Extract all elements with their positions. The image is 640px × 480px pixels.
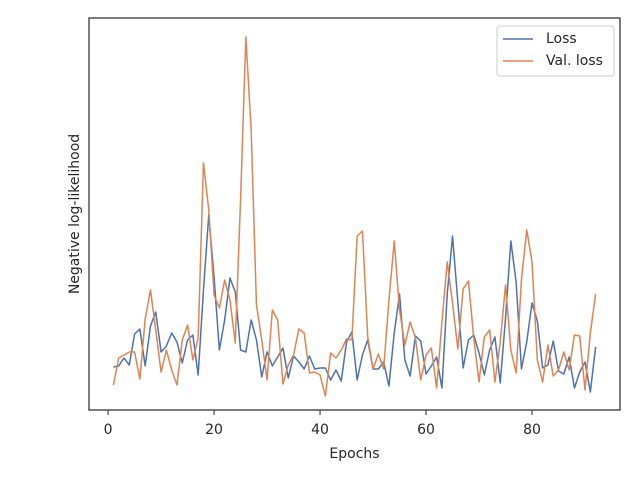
x-tick-label: 60 bbox=[417, 422, 435, 438]
x-tick-label: 80 bbox=[523, 422, 541, 438]
legend-label: Val. loss bbox=[546, 53, 603, 69]
legend-label: Loss bbox=[546, 31, 577, 47]
y-axis-label: Negative log-likelihood bbox=[67, 134, 83, 294]
x-axis-label: Epochs bbox=[329, 446, 379, 462]
x-tick-label: 0 bbox=[104, 422, 113, 438]
series-line bbox=[113, 214, 597, 393]
x-tick-label: 20 bbox=[205, 422, 223, 438]
series-line bbox=[112, 36, 597, 397]
x-tick-label: 40 bbox=[311, 422, 329, 438]
plot-frame bbox=[88, 17, 621, 411]
